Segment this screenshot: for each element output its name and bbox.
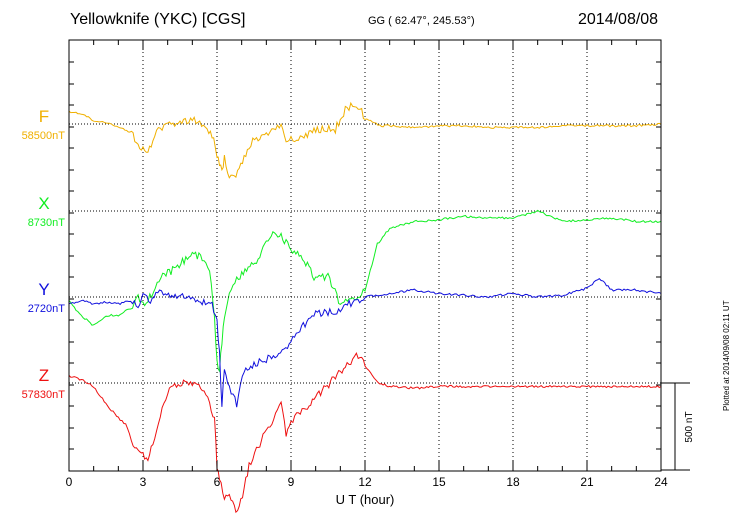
x-axis-label: U T (hour) — [336, 492, 395, 507]
grid-lines — [142, 40, 588, 471]
series-label-y: Y — [38, 280, 49, 299]
series-baseline-value-z: 57830nT — [22, 389, 66, 401]
plotted-timestamp: Plotted at 2014/09/08 02:11 UT — [722, 300, 730, 411]
x-tick-label: 3 — [140, 475, 147, 489]
station-title: Yellowknife (YKC) [CGS] — [70, 11, 246, 28]
scale-bar: 500 nT — [661, 382, 695, 471]
series-line-y — [68, 277, 662, 408]
x-tick-label: 15 — [432, 475, 446, 489]
series-label-x: X — [38, 194, 49, 213]
series-baseline-value-y: 2720nT — [28, 303, 66, 315]
x-tick-label: 21 — [580, 475, 594, 489]
series-label-z: Z — [39, 366, 49, 385]
series-label-f: F — [39, 107, 49, 126]
series-line-z — [68, 352, 662, 514]
scale-bar-label: 500 nT — [684, 411, 695, 442]
x-tick-label: 0 — [66, 475, 73, 489]
axis-ticks: 0 3 6 9 12 15 18 21 24 — [66, 40, 668, 489]
series-line-f — [68, 101, 662, 179]
x-tick-label: 6 — [214, 475, 221, 489]
station-coordinates: GG ( 62.47°, 245.53°) — [368, 15, 475, 27]
series-baseline-value-f: 58500nT — [22, 130, 66, 142]
x-tick-label: 18 — [506, 475, 520, 489]
series-line-x — [68, 209, 662, 373]
series-layer: F 58500nT X 8730nT Y 2720nT Z 57830nT — [22, 101, 662, 514]
plot-date: 2014/08/08 — [578, 11, 659, 28]
x-tick-label: 12 — [358, 475, 372, 489]
x-tick-label: 9 — [288, 475, 295, 489]
series-baseline-value-x: 8730nT — [28, 217, 66, 229]
x-tick-label: 24 — [654, 475, 668, 489]
